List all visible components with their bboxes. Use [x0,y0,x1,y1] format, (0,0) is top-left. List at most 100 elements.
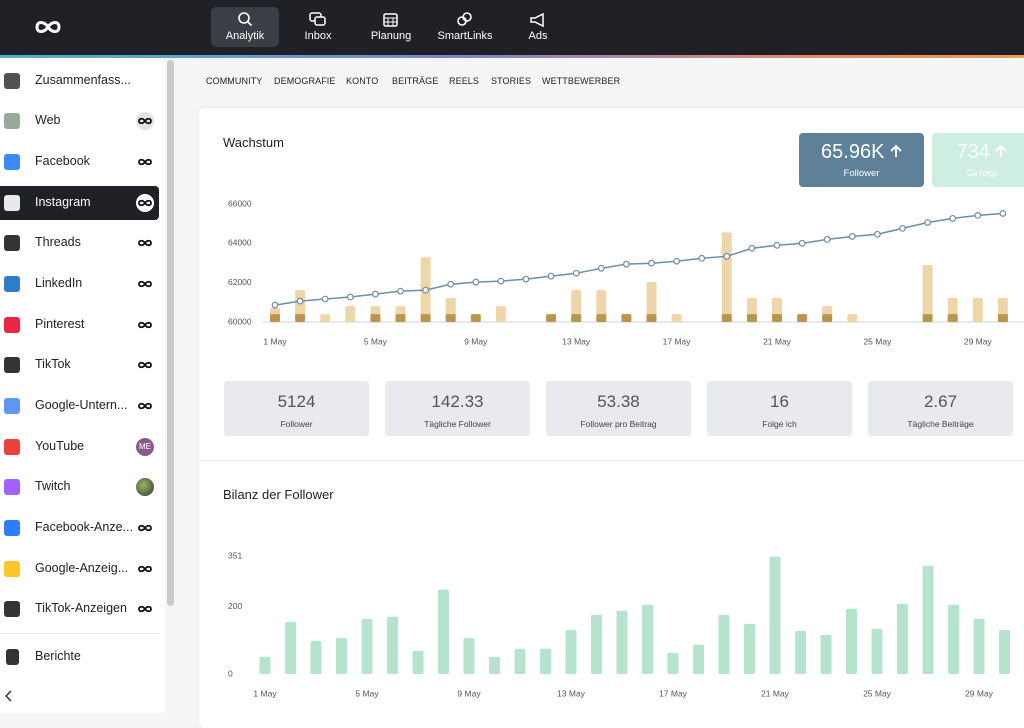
kpi-value-text: 734 [956,141,990,163]
x-tick-label: 13 May [562,336,591,346]
link-icon [138,524,152,532]
x-tick-label: 21 May [761,688,790,698]
platform-icon [4,601,20,617]
line-series [274,212,1003,306]
link-badge [136,112,154,130]
bar [295,314,306,322]
top-bar: Analytik Inbox Planung SmartLinks Ads [0,0,1024,55]
bar [336,638,347,674]
sidebar-label: Web [35,113,61,127]
bar [596,290,607,322]
bar [693,644,704,674]
sidebar-item[interactable]: Google-Anzeig... [0,552,159,586]
line-point [623,260,630,268]
line-point [949,214,957,222]
bar [795,630,806,674]
stat-label: Follower pro Beitrag [580,419,657,429]
platform-icon [4,73,20,89]
line-point [321,295,329,303]
stat-box: 2.67 Tägliche Beiträge [868,381,1013,436]
sidebar-item[interactable]: Threads [0,226,159,260]
kpi-box[interactable]: 65.96K Follower [799,133,924,187]
nav-label: Ads [528,30,548,42]
sidebar-item[interactable]: Web [0,104,159,138]
sidebar-item[interactable]: LinkedIn [0,267,159,301]
bar [822,314,833,322]
arrow-up [995,144,1008,157]
nav-item[interactable]: Inbox [284,7,352,47]
tab[interactable]: REELS [449,76,480,86]
bar [596,314,607,322]
kpi-value-text: 65.96K [821,141,885,163]
y-tick-label: 64000 [228,238,252,248]
sidebar-item[interactable]: Facebook-Anze... [0,511,159,545]
bar [370,314,381,322]
tab[interactable]: WETTBEWERBER [542,76,621,86]
sidebar-label: Google-Untern... [35,398,128,412]
stat-box: 142.33 Tägliche Follower [385,381,530,436]
sidebar-item[interactable]: YouTube ME [0,430,159,464]
nav-icon [383,13,398,27]
link-badge [136,356,154,374]
bar [769,556,781,674]
platform-icon [4,317,20,333]
sidebar: Zusammenfass... Web Facebook Instagram Threa… [0,58,165,713]
tab[interactable]: COMMUNITY [206,76,263,86]
sidebar-item[interactable]: Berichte [0,640,159,674]
link-icon [138,605,152,613]
x-tick-label: 1 May [253,688,277,698]
bar [922,314,933,322]
line-point [271,301,279,309]
bar [671,314,682,322]
link-icon [138,117,152,125]
x-tick-label: 9 May [457,688,481,698]
sidebar-item[interactable]: Google-Untern... [0,389,159,423]
sidebar-item[interactable]: Zusammenfass... [0,64,159,98]
nav-item[interactable]: SmartLinks [431,7,499,47]
stat-value: 142.33 [431,392,484,411]
stat-label: Tägliche Follower [424,419,491,429]
bar [897,603,908,674]
link-badge [136,560,154,578]
tab[interactable]: BEITRÄGE [392,76,439,86]
line-point [346,293,354,301]
x-tick-label: 17 May [663,336,692,346]
link-icon [138,239,152,247]
stat-label: Folge ich [762,419,797,429]
nav-item[interactable]: Analytik [211,7,279,47]
line-point [673,257,680,265]
line-point [296,297,304,305]
nav-item[interactable]: Planung [357,7,425,47]
bar [972,298,983,322]
x-tick-label: 29 May [965,688,994,698]
bar [820,635,832,674]
tab[interactable]: KONTO [346,76,379,86]
bar [565,629,577,674]
link-icon [138,280,152,288]
arrow-up [890,144,902,157]
sidebar-item[interactable]: Instagram [0,186,159,220]
x-tick-label: 13 May [557,688,586,698]
nav-icon [238,12,253,27]
link-badge [136,316,154,334]
tab[interactable]: DEMOGRAFIE [274,76,336,86]
nav-label: Analytik [225,30,265,42]
bar [489,656,500,674]
bar [395,314,406,322]
logo[interactable] [34,19,62,35]
kpi-box[interactable]: 734 Gefolgt [932,133,1024,187]
nav-item[interactable]: Ads [504,7,572,47]
tab[interactable]: STORIES [491,76,532,86]
bar [871,628,883,674]
bar [999,629,1010,674]
sidebar-item[interactable]: Facebook [0,145,159,179]
x-tick-label: 5 May [364,336,388,346]
sidebar-item[interactable]: TikTok [0,348,159,382]
collapse-button[interactable] [4,690,14,702]
sidebar-item[interactable]: Twitch [0,470,159,504]
sidebar-item[interactable]: Pinterest [0,308,159,342]
scrollbar[interactable] [167,60,174,606]
kpi-label: Follower [843,168,880,179]
sidebar-item[interactable]: TikTok-Anzeigen [0,592,159,626]
sidebar-label: Instagram [35,195,91,209]
